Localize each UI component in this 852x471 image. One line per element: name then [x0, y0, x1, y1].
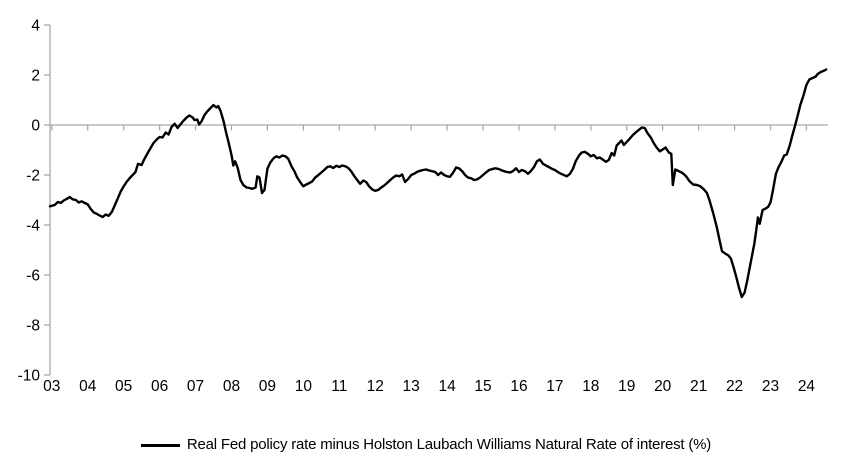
- x-axis-tick-label: 18: [582, 378, 599, 395]
- y-axis-tick-label: -6: [26, 268, 40, 285]
- x-axis-tick-label: 10: [295, 378, 313, 395]
- x-axis-tick-label: 23: [762, 378, 779, 395]
- x-axis-tick-label: 15: [474, 378, 491, 395]
- x-axis-tick-label: 21: [690, 378, 707, 395]
- x-axis-tick-label: 09: [259, 378, 276, 395]
- x-axis-tick-label: 22: [726, 378, 743, 395]
- y-axis-tick-label: -2: [26, 168, 40, 185]
- x-axis-tick-label: 11: [331, 378, 347, 395]
- y-axis-tick-label: -4: [26, 218, 40, 235]
- x-axis-tick-label: 24: [798, 378, 816, 395]
- y-axis-tick-label: 0: [31, 118, 40, 135]
- x-axis-tick-label: 03: [43, 378, 60, 395]
- x-axis-tick-label: 16: [510, 378, 527, 395]
- legend-label: Real Fed policy rate minus Holston Lauba…: [186, 436, 712, 453]
- x-axis-tick-label: 19: [618, 378, 635, 395]
- y-axis-tick-label: 2: [31, 68, 40, 85]
- y-axis-tick-label: 4: [31, 18, 40, 35]
- x-axis-tick-label: 05: [115, 378, 132, 395]
- x-axis-tick-label: 04: [79, 378, 97, 395]
- x-axis-tick-label: 13: [403, 378, 420, 395]
- x-axis-tick-label: 08: [223, 378, 240, 395]
- chart-legend: Real Fed policy rate minus Holston Lauba…: [0, 437, 852, 453]
- x-axis-tick-label: 17: [546, 378, 563, 395]
- y-axis-tick-label: -10: [18, 368, 41, 385]
- x-axis-tick-label: 14: [438, 378, 456, 395]
- x-axis-tick-label: 07: [187, 378, 204, 395]
- x-axis-tick-label: 20: [654, 378, 672, 395]
- legend-line-sample: [140, 443, 180, 447]
- y-axis-tick-label: -8: [26, 318, 40, 335]
- x-axis-tick-label: 06: [151, 378, 168, 395]
- series-line: [48, 68, 828, 299]
- x-axis-tick-label: 12: [367, 378, 384, 395]
